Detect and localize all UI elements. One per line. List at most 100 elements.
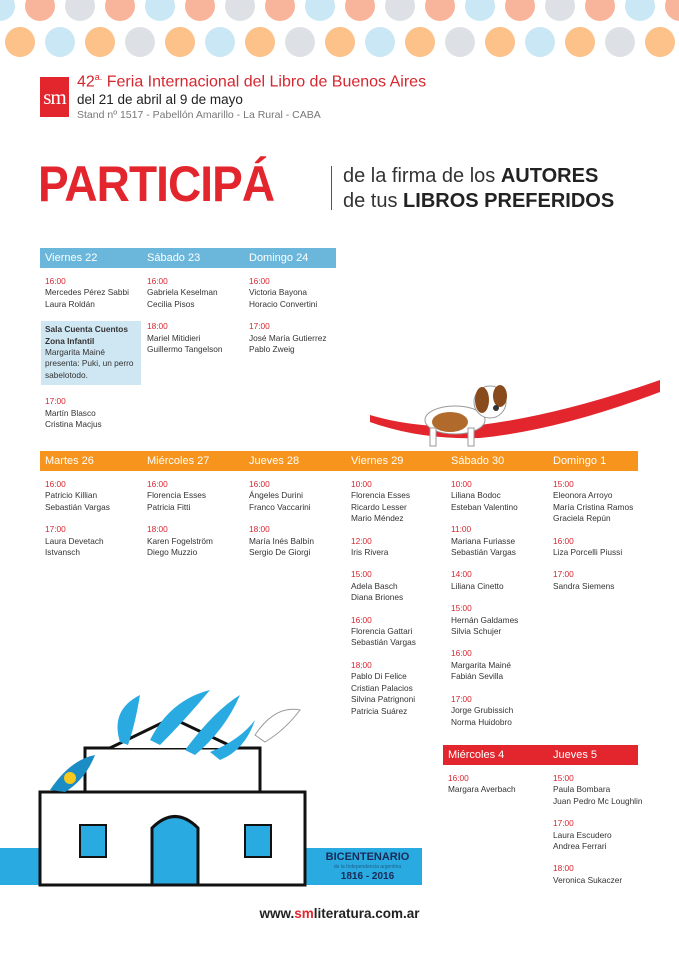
author-name: Silvina Patrignoni (351, 694, 416, 705)
author-name: Florencia Gattari (351, 626, 413, 637)
bicentenario-subtitle: de la Independencia argentina (333, 864, 402, 870)
author-name: Karen Fogelström (147, 535, 213, 546)
author-name: Ángeles Durini (249, 490, 303, 501)
author-name: Pablo Zweig (249, 344, 295, 355)
dot (305, 0, 335, 21)
author-name: Pablo Di Felice (351, 671, 407, 682)
website-brand: sm (294, 906, 314, 921)
author-name: Florencia Esses (147, 490, 207, 501)
author-name: Sebastián Vargas (351, 637, 416, 648)
cabildo-building-illustration (0, 690, 420, 887)
entry-time: 16:00 (147, 276, 168, 286)
fair-location: Stand nº 1517 - Pabellón Amarillo - La R… (77, 109, 321, 121)
dog-ribbon-illustration (370, 380, 660, 447)
author-name: Mercedes Pérez Sabbi (45, 287, 129, 298)
headline-line-1-light: de la firma de los (343, 165, 501, 187)
entry-time: 18:00 (249, 524, 270, 535)
author-name: Martín Blasco (45, 407, 96, 418)
headline-participa: PARTICIPÁ (38, 156, 275, 212)
entry-time: 15:00 (351, 569, 372, 580)
headline-line-2-light: de tus (343, 190, 404, 212)
schedule-entry: 12:00 Iris Rivera (351, 536, 451, 559)
dot (125, 27, 155, 57)
author-name: Cristian Palacios (351, 682, 413, 693)
website-link[interactable]: www.smliteratura.com.ar (0, 906, 679, 921)
schedule-entry: 17:00 Laura Devetach Istvansch (45, 524, 145, 558)
schedule-entry: 16:00 Victoria Bayona Horacio Convertini (249, 276, 349, 310)
dot (405, 27, 435, 57)
schedule-entry: 16:00 Patricio Killian Sebastián Vargas (45, 479, 145, 513)
section-header: Viernes 22 Sábado 23 Domingo 24 (40, 248, 336, 268)
author-name: Silvia Schujer (451, 626, 502, 637)
note-title: Zona Infantil (45, 335, 95, 346)
entry-time: 15:00 (553, 773, 574, 783)
website-suffix: literatura.com.ar (313, 906, 420, 921)
entry-time: 15:00 (553, 479, 574, 489)
author-name: Mariana Furiasse (451, 535, 516, 546)
section-header: Martes 26 Miércoles 27 Jueves 28 Viernes 29… (40, 451, 638, 471)
headline-line-2: de tus LIBROS PREFERIDOS (343, 189, 614, 213)
schedule-entry: 16:00 Margara Averbach (448, 773, 548, 796)
author-name: Norma Huidobro (451, 716, 512, 727)
schedule-entry: 15:00 Eleonora Arroyo María Cristina Ramos… (553, 479, 653, 525)
fair-title: 42a. Feria Internacional del Libro de Bu… (77, 72, 426, 91)
author-name: Horacio Convertini (249, 298, 318, 309)
day-label: Viernes 22 (45, 252, 98, 264)
author-name: María Cristina Ramos (553, 501, 634, 512)
dot (265, 0, 295, 21)
author-name: Margarita Mainé (45, 347, 105, 358)
dot (605, 27, 635, 57)
dot (565, 27, 595, 57)
entry-time: 17:00 (45, 396, 66, 407)
dot (145, 0, 175, 21)
day-column: 10:00 Liliana Bodoc Esteban Valentino 11:00… (451, 479, 551, 739)
dot (285, 27, 315, 57)
author-name: Cecilia Pisos (147, 298, 195, 309)
polka-dot-border (0, 0, 679, 57)
author-name: Victoria Bayona (249, 287, 307, 298)
author-name: Guillermo Tangelson (147, 344, 223, 355)
fair-name: Feria Internacional del Libro de Buenos … (102, 73, 427, 91)
edition-number: 42 (77, 73, 95, 91)
dot (325, 27, 355, 57)
dot (345, 0, 375, 21)
dot (25, 0, 55, 21)
schedule-entry: 16:00 Liza Porcelli Piussi (553, 536, 653, 559)
author-name: Liliana Cinetto (451, 580, 504, 591)
bicentenario-years: 1816 - 2016 (340, 871, 395, 882)
day-label: Sábado 23 (147, 252, 201, 264)
entry-time: 17:00 (45, 524, 66, 535)
dot (385, 0, 415, 21)
special-event-note: Sala Cuenta Cuentos Zona Infantil Margarit… (41, 321, 141, 386)
schedule-entry: 10:00 Liliana Bodoc Esteban Valentino (451, 479, 551, 513)
dot (365, 27, 395, 57)
author-name: Cristina Macjus (45, 419, 102, 430)
entry-time: 18:00 (553, 863, 574, 874)
schedule-entry: 15:00 Adela Basch Diana Briones (351, 569, 451, 603)
author-name: Adela Basch (351, 580, 398, 591)
entry-time: 16:00 (553, 535, 574, 546)
day-label: Sábado 30 (451, 455, 505, 467)
dot (625, 0, 655, 21)
entry-time: 16:00 (147, 479, 168, 489)
bicentenario-title: BICENTENARIO (325, 851, 410, 863)
day-column: 16:00 Florencia Esses Patricia Fitti 18:00 K… (147, 479, 247, 569)
schedule-entry: 15:00 Paula Bombara Juan Pedro Mc Loughlin (553, 773, 653, 807)
entry-time: 10:00 (451, 479, 472, 489)
author-name: Paula Bombara (553, 784, 611, 795)
author-name: Liza Porcelli Piussi (553, 547, 623, 558)
day-label: Domingo 1 (553, 455, 607, 467)
entry-time: 18:00 (147, 321, 168, 332)
author-name: Juan Pedro Mc Loughlin (553, 795, 643, 806)
author-name: Patricia Suárez (351, 705, 408, 716)
entry-time: 14:00 (451, 569, 472, 580)
day-label: Miércoles 4 (448, 749, 505, 761)
schedule-entry: 11:00 Mariana Furiasse Sebastián Vargas (451, 524, 551, 558)
dot (585, 0, 615, 21)
day-column: 15:00 Eleonora Arroyo María Cristina Ramos… (553, 479, 653, 603)
entry-time: 15:00 (451, 603, 472, 614)
dot (245, 27, 275, 57)
schedule-entry: 15:00 Hernán Galdames Silvia Schujer (451, 603, 551, 637)
note-title: Sala Cuenta Cuentos (45, 324, 128, 335)
dot (65, 0, 95, 21)
